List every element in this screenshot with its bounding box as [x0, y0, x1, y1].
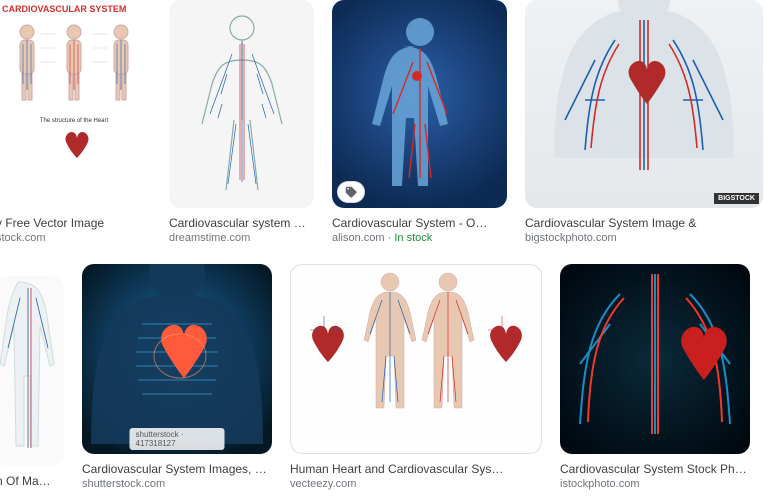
- arm-anatomy-icon: [0, 278, 62, 464]
- tag-icon: [344, 185, 358, 199]
- result-source: vecteezy.com: [290, 478, 542, 490]
- stock-label: In stock: [394, 232, 432, 244]
- result-thumbnail[interactable]: [290, 264, 542, 454]
- result-card[interactable]: n Of Ma…: [0, 276, 64, 490]
- dark-anatomy-icon: [560, 264, 750, 454]
- product-tag-chip[interactable]: [338, 182, 364, 202]
- result-card[interactable]: Cardiovascular System - O… alison.com · …: [332, 0, 507, 244]
- svg-text:The structure of the Heart: The structure of the Heart: [39, 118, 108, 124]
- result-thumbnail[interactable]: [169, 0, 314, 208]
- dual-body-diagram-icon: [292, 266, 540, 452]
- result-source: dreamstime.com: [169, 232, 314, 244]
- result-thumbnail[interactable]: BIGSTOCK: [525, 0, 763, 208]
- result-caption: y Free Vector Image: [0, 216, 151, 230]
- result-card[interactable]: CARDIOVASCULAR SYSTEM: [0, 0, 151, 244]
- result-caption: Human Heart and Cardiovascular Sys…: [290, 462, 542, 476]
- results-row: CARDIOVASCULAR SYSTEM: [0, 0, 765, 244]
- image-results-grid: CARDIOVASCULAR SYSTEM: [0, 0, 765, 490]
- watermark-corner: BIGSTOCK: [714, 193, 759, 204]
- result-caption: n Of Ma…: [0, 474, 64, 488]
- result-source: istockphoto.com: [560, 478, 750, 490]
- diagram-title: CARDIOVASCULAR SYSTEM: [2, 4, 126, 14]
- result-caption: Cardiovascular System - O…: [332, 216, 507, 230]
- result-source: bigstockphoto.com: [525, 232, 763, 244]
- body-outline-icon: [172, 4, 312, 204]
- result-caption: Cardiovascular System Images, …: [82, 462, 272, 476]
- result-thumbnail[interactable]: CARDIOVASCULAR SYSTEM: [0, 0, 151, 208]
- xray-torso-icon: [82, 264, 272, 454]
- anatomy-diagram-icon: The structure of the Heart: [0, 4, 149, 204]
- result-card[interactable]: Human Heart and Cardiovascular Sys… vect…: [290, 264, 542, 490]
- result-caption: Cardiovascular System Stock Ph…: [560, 462, 750, 476]
- result-source: shutterstock.com: [82, 478, 272, 490]
- result-card[interactable]: Cardiovascular system … dreamstime.com: [169, 0, 314, 244]
- result-card[interactable]: shutterstock · 417318127 Cardiovascular …: [82, 264, 272, 490]
- result-card[interactable]: Cardiovascular System Stock Ph… istockph…: [560, 264, 750, 490]
- result-caption: Cardiovascular System Image &: [525, 216, 763, 230]
- result-thumbnail[interactable]: [0, 276, 64, 466]
- body-3d-icon: [335, 4, 505, 204]
- result-source: stock.com: [0, 232, 151, 244]
- watermark-label: shutterstock · 417318127: [130, 428, 225, 450]
- result-source: alison.com · In stock: [332, 232, 507, 244]
- torso-anatomy-icon: [525, 0, 763, 208]
- source-domain: alison.com: [332, 232, 385, 244]
- result-caption: Cardiovascular system …: [169, 216, 314, 230]
- result-card[interactable]: BIGSTOCK Cardiovascular System Image & b…: [525, 0, 763, 244]
- result-thumbnail[interactable]: shutterstock · 417318127: [82, 264, 272, 454]
- result-thumbnail[interactable]: [560, 264, 750, 454]
- result-thumbnail[interactable]: [332, 0, 507, 208]
- results-row: n Of Ma… shutterstock · 417318127: [0, 264, 765, 490]
